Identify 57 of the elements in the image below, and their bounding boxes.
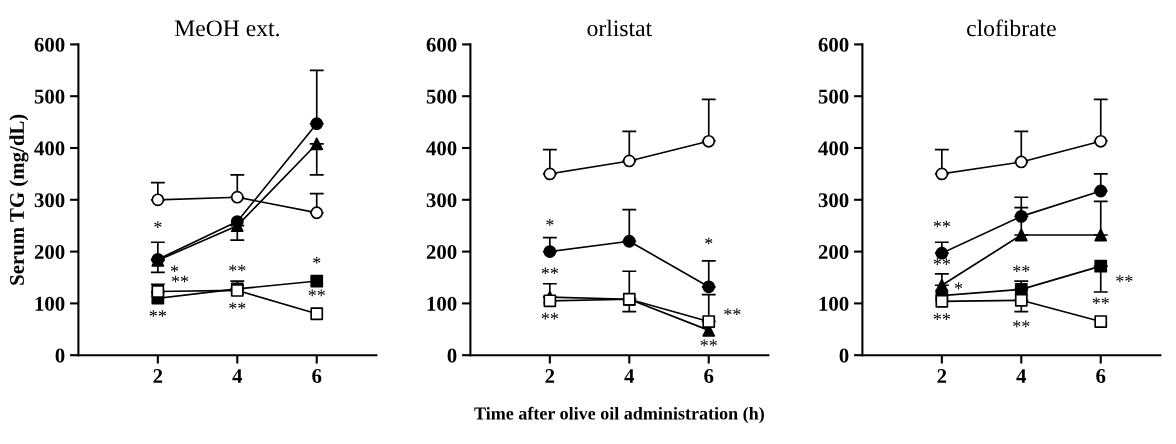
annotation: * — [705, 237, 713, 245]
x-tick-label: 6 — [704, 369, 714, 384]
x-tick-label: 2 — [153, 369, 163, 383]
chart-title: orlistat — [587, 19, 653, 37]
annotation: ** — [724, 308, 741, 316]
x-axis-title: Time after olive oil administration (h) — [474, 406, 764, 424]
x-tick-label: 4 — [232, 369, 243, 383]
annotation: ** — [1013, 265, 1030, 272]
annotation: ** — [933, 313, 951, 320]
y-tick-label: 500 — [34, 89, 65, 104]
y-tick-label: 600 — [34, 37, 65, 52]
y-tick-label: 0 — [839, 348, 849, 363]
annotation: ** — [229, 302, 246, 310]
annotation: * — [546, 219, 554, 226]
y-tick-label: 500 — [426, 89, 457, 104]
y-tick-label: 500 — [818, 89, 849, 104]
y-tick-label: 200 — [818, 244, 849, 260]
y-axis-title: Serum TG (mg/dL) — [9, 114, 29, 285]
y-tick-label: 400 — [818, 141, 849, 156]
y-tick-label: 200 — [34, 244, 65, 260]
x-tick-label: 4 — [1016, 369, 1027, 383]
annotation: * — [170, 265, 179, 273]
y-tick-label: 100 — [427, 296, 457, 311]
annotation: ** — [308, 289, 325, 297]
y-tick-label: 100 — [35, 296, 65, 311]
annotation: * — [313, 256, 321, 264]
y-tick-label: 0 — [447, 348, 457, 363]
x-tick-label: 6 — [312, 369, 322, 384]
annotation: ** — [541, 312, 559, 320]
y-tick-label: 600 — [426, 37, 457, 52]
y-tick-label: 300 — [34, 193, 65, 208]
annotation: ** — [171, 275, 189, 283]
annotation: ** — [149, 310, 167, 317]
y-tick-label: 600 — [818, 37, 849, 52]
annotation: ** — [229, 264, 246, 272]
x-tick-label: 4 — [624, 369, 635, 383]
chart-title: MeOH ext. — [174, 20, 279, 37]
annotation: ** — [1116, 275, 1133, 282]
annotation: * — [954, 282, 963, 290]
annotation: ** — [1013, 320, 1030, 328]
y-tick-label: 300 — [426, 193, 457, 208]
annotation: ** — [700, 339, 717, 347]
x-tick-label: 6 — [1096, 369, 1106, 384]
y-tick-label: 100 — [819, 296, 849, 311]
chart-title: clofibrate — [967, 19, 1056, 37]
y-tick-label: 400 — [426, 141, 457, 156]
annotation: ** — [933, 220, 951, 228]
y-tick-label: 200 — [426, 244, 457, 260]
annotation: ** — [933, 258, 951, 265]
annotation: ** — [541, 267, 559, 275]
y-tick-label: 300 — [818, 193, 849, 208]
y-tick-label: 400 — [34, 141, 65, 156]
annotation: ** — [1092, 297, 1109, 304]
y-tick-label: 0 — [55, 348, 65, 363]
annotation: * — [154, 221, 162, 228]
x-tick-label: 2 — [937, 369, 947, 383]
x-tick-label: 2 — [545, 369, 555, 383]
